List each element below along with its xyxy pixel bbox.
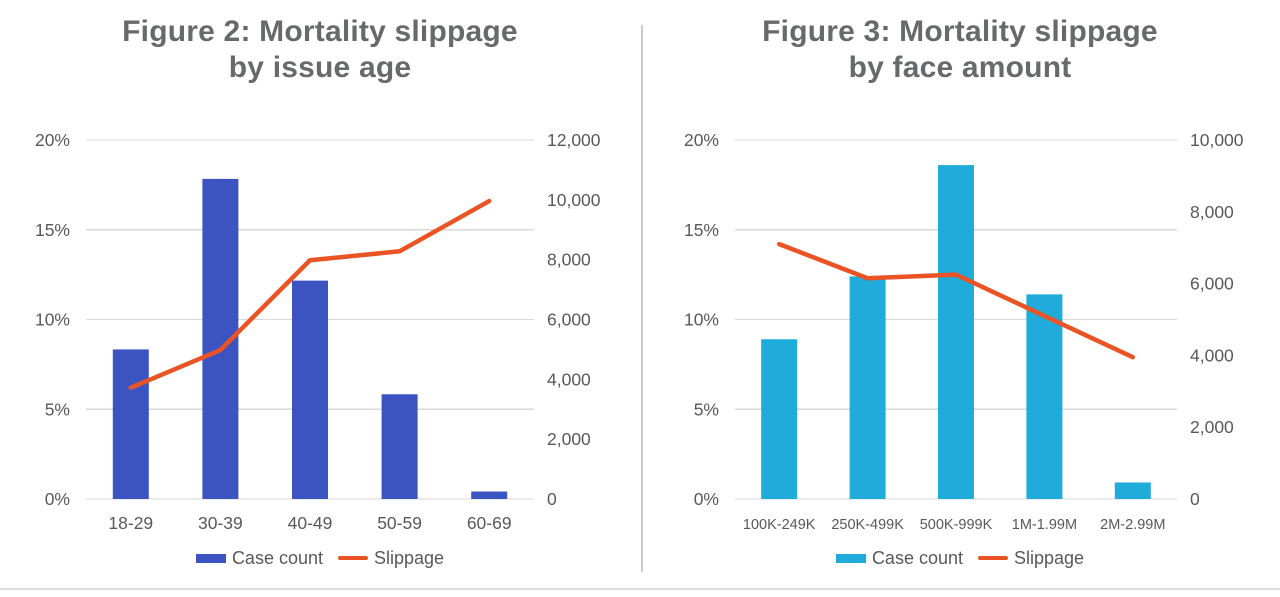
figure3-legend: Case count Slippage [640, 546, 1280, 570]
figure3-title-line1: Figure 3: Mortality slippage [762, 15, 1158, 48]
slippage-line-swatch-icon [338, 555, 368, 561]
svg-text:4,000: 4,000 [1190, 345, 1234, 365]
svg-text:20%: 20% [684, 130, 719, 150]
svg-text:15%: 15% [35, 220, 70, 240]
svg-text:0%: 0% [45, 489, 70, 509]
figure2-title: Figure 2: Mortality slippage by issue ag… [10, 14, 630, 86]
figure3-title-line2: by face amount [848, 51, 1072, 84]
svg-text:20%: 20% [35, 130, 70, 150]
svg-text:2,000: 2,000 [547, 429, 591, 449]
figure2-panel: Figure 2: Mortality slippage by issue ag… [0, 14, 640, 570]
svg-text:40-49: 40-49 [288, 513, 333, 533]
svg-text:12,000: 12,000 [547, 130, 601, 150]
figure3-legend-slippage-label: Slippage [1014, 547, 1085, 568]
svg-text:2M-2.99M: 2M-2.99M [1100, 517, 1165, 533]
svg-text:6,000: 6,000 [1190, 274, 1234, 294]
figure2-combo-chart: 0% 5% 10% 15% 20% 0 2,000 4,000 6,000 8,000 10,000… [35, 130, 601, 533]
svg-text:500K-999K: 500K-999K [920, 517, 993, 533]
figure2-title-line1: Figure 2: Mortality slippage [122, 15, 518, 48]
figure2-legend-item-slippage: Slippage [338, 548, 444, 569]
svg-text:10%: 10% [684, 310, 719, 330]
slippage-line-swatch-icon [978, 555, 1008, 561]
svg-text:15%: 15% [684, 220, 719, 240]
svg-text:30-39: 30-39 [198, 513, 243, 533]
svg-text:8,000: 8,000 [547, 250, 591, 270]
svg-text:0: 0 [547, 489, 557, 509]
figure2-legend-slippage-label: Slippage [374, 547, 445, 568]
svg-text:10,000: 10,000 [547, 190, 601, 210]
svg-text:18-29: 18-29 [108, 513, 153, 533]
figure2-legend: Case count Slippage [0, 546, 640, 570]
case-count-bar-swatch-icon [835, 553, 866, 563]
figure3-title: Figure 3: Mortality slippage by face amo… [650, 14, 1270, 86]
svg-text:100K-249K: 100K-249K [743, 517, 816, 533]
svg-text:5%: 5% [694, 399, 719, 419]
svg-text:50-59: 50-59 [377, 513, 422, 533]
svg-text:8,000: 8,000 [1190, 202, 1234, 222]
svg-text:6,000: 6,000 [547, 310, 591, 330]
figure2-legend-item-case-count: Case count [195, 547, 323, 569]
svg-text:10,000: 10,000 [1190, 130, 1244, 150]
svg-text:1M-1.99M: 1M-1.99M [1012, 517, 1077, 533]
figure3-legend-case-count-label: Case count [871, 547, 963, 568]
case-count-bar-swatch-icon [195, 553, 226, 563]
figure3-panel: Figure 3: Mortality slippage by face amo… [640, 0, 1280, 597]
svg-text:2,000: 2,000 [1190, 417, 1234, 437]
svg-text:60-69: 60-69 [467, 513, 512, 533]
svg-text:0: 0 [1190, 489, 1200, 509]
panel-divider [641, 25, 643, 572]
svg-text:4,000: 4,000 [547, 369, 591, 389]
figure2-title-line2: by issue age [228, 51, 412, 84]
svg-text:5%: 5% [45, 399, 70, 419]
bottom-rule [0, 588, 1280, 590]
svg-text:250K-499K: 250K-499K [831, 517, 904, 533]
figure3-legend-item-slippage: Slippage [978, 548, 1084, 569]
figure3-legend-item-case-count: Case count [835, 547, 963, 569]
figure2-legend-case-count-label: Case count [231, 547, 323, 568]
svg-text:0%: 0% [694, 489, 719, 509]
figure3-combo-chart: 0% 5% 10% 15% 20% 0 2,000 4,000 6,000 8,000 10,000… [684, 130, 1244, 533]
svg-text:10%: 10% [35, 310, 70, 330]
